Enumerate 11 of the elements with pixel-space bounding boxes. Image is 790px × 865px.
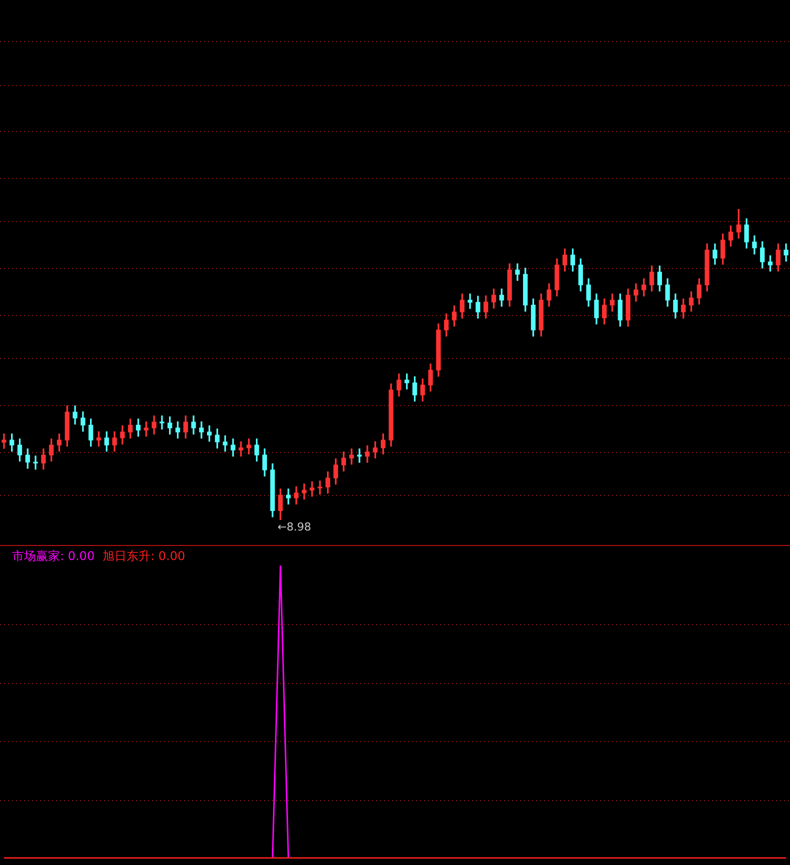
text: 旭日东升: 0.00 [102,549,186,563]
candlestick [310,481,314,497]
text: 市场赢家: 0.00 [12,549,95,563]
candlestick [468,294,472,309]
candlestick [357,448,362,463]
candlestick [318,480,322,495]
candlestick [33,456,38,470]
candlestick [2,434,6,449]
candlestick [238,441,244,457]
text: ←8.98 [277,520,312,534]
candlestick [160,415,164,430]
